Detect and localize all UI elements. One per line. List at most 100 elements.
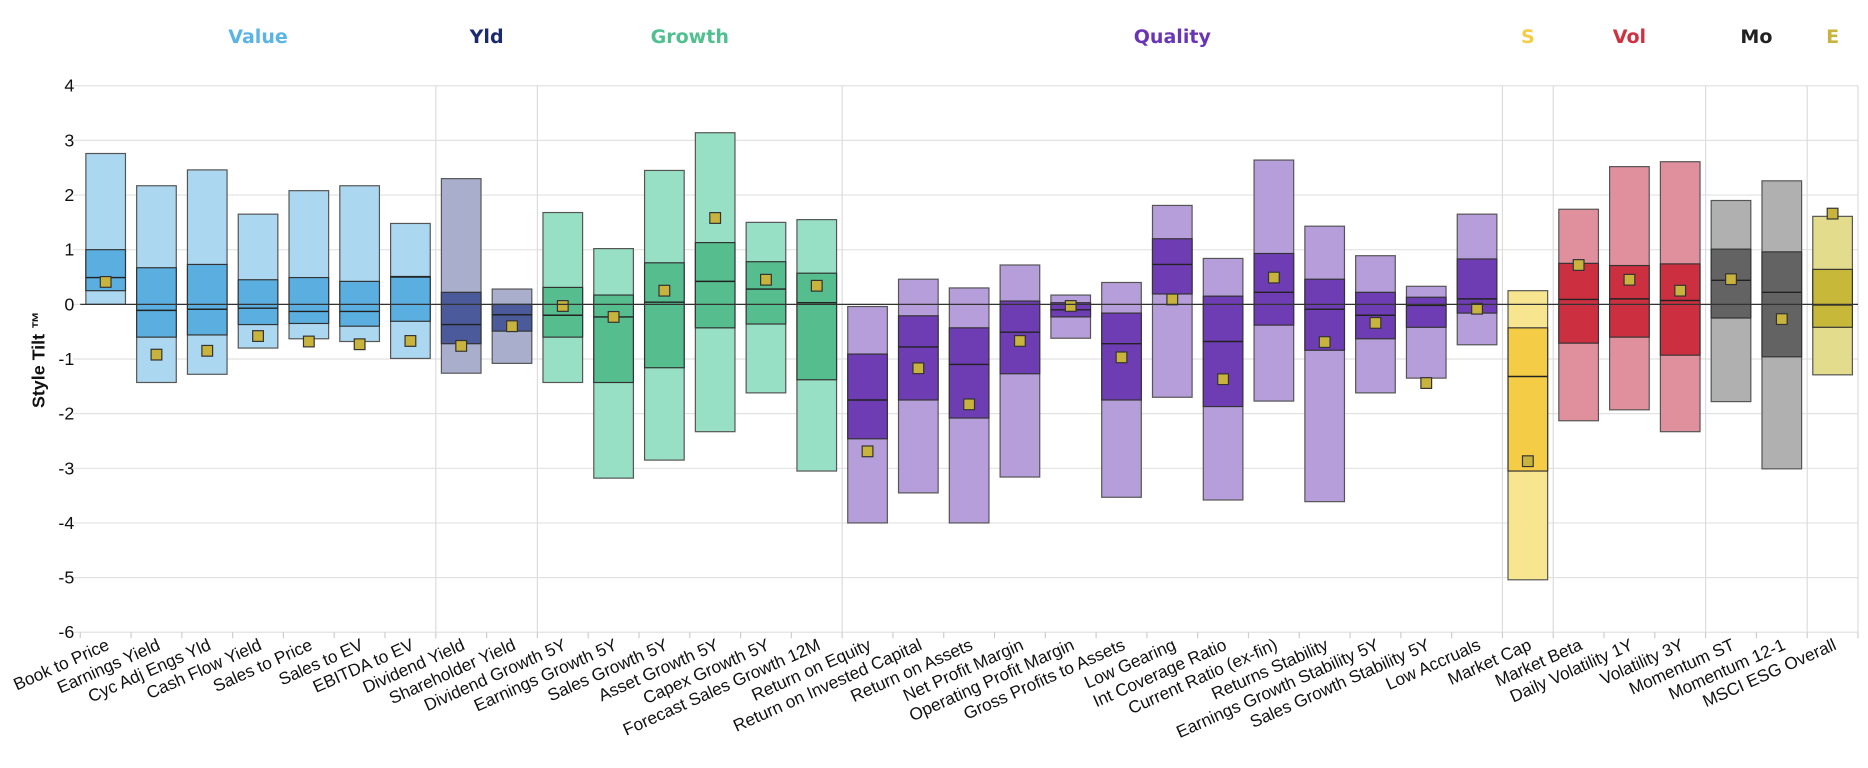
box-daily-volatility-1y [1609,166,1650,411]
box-capex-growth-5y [745,221,787,394]
box-marker [1572,259,1585,271]
group-labels: Value Yld Growth Quality S Vol Mo E [228,26,1839,48]
box-sales-to-ev [339,185,381,351]
box-inner-range [1151,238,1193,295]
box-marker [1471,302,1483,315]
group-label-value: Value [228,26,288,48]
y-tick-label: -1 [58,349,74,369]
y-axis-title: Style Tilt ™ [29,311,49,408]
y-tick-label: 2 [64,185,74,205]
box-inner-range [440,291,482,345]
box-dividend-growth-5y [542,211,584,384]
box-marker [556,300,569,312]
box-marker [353,338,366,351]
box-marker [1521,455,1534,468]
box-inner-range [593,294,634,384]
box-inner-range [1202,295,1244,408]
box-low-gearing [1151,204,1193,398]
box-inner-range [542,286,584,338]
group-label-mo: Mo [1740,26,1772,48]
box-marker [810,279,823,292]
box-market-cap [1507,290,1549,581]
box-marker [455,339,468,352]
box-earnings-growth-stability-5y [1355,255,1396,394]
box-sales-growth-stability-5y [1405,285,1447,389]
box-marker [1013,335,1026,347]
box-marker [709,212,722,224]
box-marker [1267,271,1280,284]
group-label-s: S [1521,26,1535,48]
y-tick-label: -5 [58,568,74,588]
box-inner-range [1507,327,1549,472]
box-return-on-invested-capital [897,278,939,494]
box-earnings-yield [136,185,177,384]
box-marker [404,335,417,347]
box-marker [1826,207,1839,220]
box-inner-range [288,276,330,325]
box-returns-stability [1304,225,1346,503]
box-return-on-assets [948,287,990,524]
box-volatility-3y [1659,161,1701,433]
group-label-vol: Vol [1613,26,1646,48]
box-marker [912,362,925,375]
box-inner-range [694,241,736,329]
group-label-e: E [1826,26,1839,48]
box-marker [963,398,976,411]
box-marker [252,330,264,342]
box-forecast-sales-growth-12m [796,219,838,472]
box-ebitda-to-ev [390,222,431,360]
box-sales-to-price [288,190,330,348]
box-inner-range [745,261,787,325]
box-low-accruals [1456,213,1498,346]
box-gross-profits-to-assets [1101,281,1142,498]
group-label-quality: Quality [1134,26,1212,48]
box-marker [861,445,874,458]
box-msci-esg-overall [1812,207,1853,376]
y-tick-label: -3 [58,458,74,478]
box-momentum-st [1710,199,1752,403]
box-marker [506,320,518,333]
box-marker [1369,316,1382,329]
box-earnings-growth-5y [593,248,634,479]
box-book-to-price [85,152,127,305]
box-marker [1420,377,1433,389]
y-axis-ticks: 4 3 2 1 0 -1 -2 -3 -4 -5 -6 [58,76,74,643]
box-inner-range [136,267,177,338]
box-net-profit-margin [999,264,1041,478]
box-inner-range [390,275,431,322]
y-tick-label: 0 [64,294,74,314]
box-outer-range [1304,225,1346,503]
box-marker [201,344,214,357]
box-marker [1115,351,1128,364]
box-inner-range [897,315,939,401]
box-return-on-equity [847,305,888,524]
box-marker [1623,273,1636,286]
box-inner-range [1659,263,1701,356]
box-operating-profit-margin [1050,294,1092,339]
box-marker [1166,293,1179,306]
box-sales-growth-5y [643,169,685,461]
box-series [80,132,1858,581]
box-marker [1775,313,1788,326]
y-tick-label: -2 [58,404,74,424]
box-dividend-yield [440,178,482,374]
group-separators [435,85,1859,633]
box-marker [760,273,772,286]
y-tick-label: 1 [64,240,74,260]
box-inner-range [1405,296,1447,328]
y-tick-label: 4 [64,76,74,96]
box-cyc-adj-engs-yld [186,169,228,375]
box-asset-growth-5y [694,132,736,433]
box-shareholder-yield [491,288,533,364]
box-momentum-12-1 [1761,180,1803,470]
box-marker [658,284,671,297]
box-marker [1674,284,1687,297]
box-inner-range [643,262,685,369]
box-marker [1318,336,1331,349]
y-tick-label: -6 [58,622,74,642]
y-tick-label: 3 [64,130,74,150]
y-tick-label: -4 [58,513,74,533]
box-inner-range [1812,268,1853,328]
